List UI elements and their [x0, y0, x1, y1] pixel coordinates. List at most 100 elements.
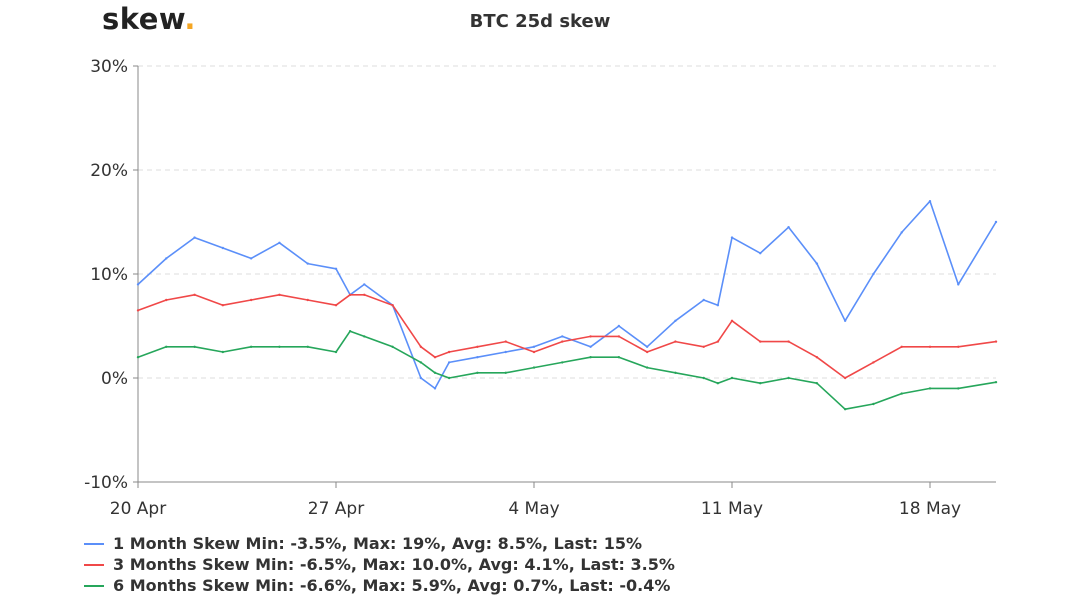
data-point-6-months-skew	[334, 350, 338, 354]
data-point-3-months-skew	[957, 345, 960, 348]
data-point-6-months-skew	[561, 361, 564, 364]
data-point-6-months-skew	[702, 376, 705, 380]
data-point-6-months-skew	[249, 345, 253, 348]
data-point-3-months-skew	[994, 340, 998, 343]
legend-label-6-months: 6 Months Skew Min: -6.6%, Max: 5.9%, Avg…	[113, 576, 671, 595]
data-point-1-month-skew	[702, 298, 705, 302]
data-point-1-month-skew	[645, 345, 649, 348]
data-point-1-month-skew	[504, 350, 507, 354]
x-tick-label: 27 Apr	[308, 499, 364, 519]
data-point-1-month-skew	[716, 304, 720, 307]
data-point-6-months-skew	[278, 345, 281, 348]
data-point-3-months-skew	[136, 309, 140, 312]
data-point-6-months-skew	[589, 356, 592, 359]
series-line-1-month-skew	[137, 200, 997, 390]
data-point-1-month-skew	[994, 220, 998, 224]
data-point-3-months-skew	[447, 350, 451, 354]
legend-swatch-1-month	[84, 542, 104, 545]
data-point-3-months-skew	[815, 356, 819, 359]
data-point-3-months-skew	[433, 356, 437, 359]
data-point-6-months-skew	[165, 345, 168, 348]
data-point-6-months-skew	[363, 335, 366, 338]
data-point-6-months-skew	[843, 408, 847, 411]
data-point-6-months-skew	[617, 356, 621, 359]
data-point-6-months-skew	[476, 371, 479, 374]
series-line-6-months-skew	[137, 330, 997, 411]
legend-label-1-month: 1 Month Skew Min: -3.5%, Max: 19%, Avg: …	[113, 534, 643, 553]
data-point-1-month-skew	[334, 267, 338, 270]
data-point-6-months-skew	[504, 371, 507, 374]
data-point-3-months-skew	[391, 304, 394, 307]
data-point-6-months-skew	[348, 330, 352, 333]
data-point-3-months-skew	[249, 298, 253, 302]
x-tick-label: 11 May	[701, 499, 763, 519]
legend-label-3-months: 3 Months Skew Min: -6.5%, Max: 10.0%, Av…	[113, 555, 675, 574]
x-tick-label: 18 May	[899, 499, 961, 519]
data-point-1-month-skew	[843, 319, 847, 322]
data-point-3-months-skew	[306, 298, 309, 302]
data-point-6-months-skew	[716, 382, 720, 385]
data-point-6-months-skew	[645, 366, 649, 369]
skew-logo: skew.	[102, 2, 196, 36]
data-point-3-months-skew	[221, 304, 225, 307]
data-point-6-months-skew	[994, 380, 998, 384]
data-point-3-months-skew	[900, 345, 903, 348]
data-point-3-months-skew	[617, 335, 621, 338]
x-tick-label: 20 Apr	[110, 499, 166, 519]
legend-swatch-6-months	[84, 584, 104, 587]
data-point-6-months-skew	[787, 376, 790, 380]
data-point-3-months-skew	[165, 298, 168, 302]
legend-item-3-months[interactable]: 3 Months Skew Min: -6.5%, Max: 10.0%, Av…	[84, 554, 675, 575]
data-point-3-months-skew	[674, 340, 677, 343]
data-point-1-month-skew	[872, 272, 875, 276]
series-line-3-months-skew	[137, 293, 997, 379]
x-tick-label: 4 May	[508, 499, 559, 519]
axes: -10% 0% 10% 20% 30% 20 Apr 27 Apr 4 May 11 May 18…	[84, 57, 996, 519]
data-point-1-month-skew	[730, 236, 734, 239]
y-tick-label: -10%	[84, 473, 128, 493]
y-tick-label: 10%	[90, 265, 128, 285]
data-point-6-months-skew	[674, 371, 677, 374]
data-point-6-months-skew	[957, 387, 960, 390]
data-point-1-month-skew	[306, 262, 309, 265]
data-point-1-month-skew	[447, 361, 451, 364]
data-point-3-months-skew	[278, 293, 281, 296]
data-point-6-months-skew	[900, 392, 903, 395]
data-point-6-months-skew	[532, 366, 536, 369]
data-point-3-months-skew	[787, 340, 790, 343]
data-point-6-months-skew	[221, 350, 225, 354]
legend-swatch-3-months	[84, 563, 104, 566]
data-point-3-months-skew	[363, 293, 366, 296]
data-point-1-month-skew	[221, 246, 225, 250]
data-point-1-month-skew	[532, 345, 536, 348]
data-point-1-month-skew	[957, 283, 960, 286]
data-point-3-months-skew	[561, 340, 564, 343]
y-tick-label: 0%	[101, 369, 128, 389]
data-point-1-month-skew	[363, 283, 366, 286]
legend-item-6-months[interactable]: 6 Months Skew Min: -6.6%, Max: 5.9%, Avg…	[84, 575, 675, 596]
data-point-3-months-skew	[589, 335, 592, 338]
legend: 1 Month Skew Min: -3.5%, Max: 19%, Avg: …	[84, 533, 675, 596]
data-point-1-month-skew	[674, 319, 677, 322]
series-lines	[136, 200, 998, 411]
data-point-1-month-skew	[278, 241, 281, 244]
data-point-1-month-skew	[561, 335, 564, 338]
data-point-6-months-skew	[872, 402, 875, 406]
data-point-1-month-skew	[759, 252, 762, 255]
data-point-1-month-skew	[815, 262, 819, 265]
data-point-1-month-skew	[433, 387, 437, 390]
y-tick-label: 20%	[90, 161, 128, 181]
data-point-6-months-skew	[447, 376, 451, 380]
data-point-1-month-skew	[900, 231, 903, 234]
data-point-1-month-skew	[193, 236, 196, 239]
data-point-3-months-skew	[334, 304, 338, 307]
data-point-1-month-skew	[249, 257, 253, 260]
y-tick-label: 30%	[90, 57, 128, 77]
data-point-6-months-skew	[419, 361, 423, 364]
data-point-6-months-skew	[391, 345, 394, 348]
data-point-3-months-skew	[193, 293, 196, 296]
data-point-6-months-skew	[815, 382, 819, 385]
data-point-1-month-skew	[589, 345, 592, 348]
legend-item-1-month[interactable]: 1 Month Skew Min: -3.5%, Max: 19%, Avg: …	[84, 533, 675, 554]
